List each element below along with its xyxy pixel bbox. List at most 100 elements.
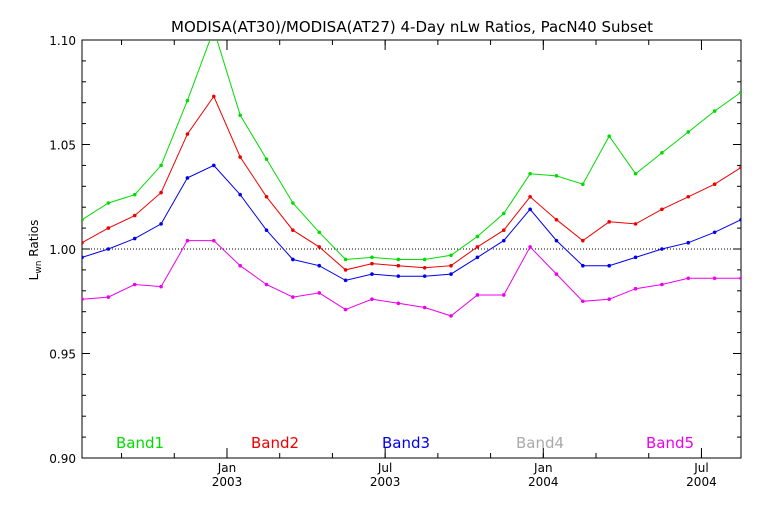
data-point — [581, 299, 585, 304]
legend-band2: Band2 — [251, 434, 299, 452]
data-point — [370, 297, 374, 301]
data-point — [449, 314, 453, 318]
data-point — [185, 238, 190, 243]
data-point — [396, 263, 401, 268]
series-lines — [82, 40, 741, 318]
data-point — [686, 240, 691, 245]
legend-band4: Band4 — [516, 434, 564, 452]
data-point — [82, 297, 84, 301]
data-point — [264, 194, 269, 199]
y-axis-label-main: L — [27, 273, 41, 280]
data-point — [185, 176, 190, 180]
y-tick-label: 0.90 — [49, 452, 76, 466]
data-point — [343, 268, 348, 272]
data-point — [317, 291, 322, 295]
y-axis-label-sub: wn — [34, 261, 44, 274]
data-point — [633, 222, 638, 226]
data-point — [554, 217, 559, 222]
data-point — [528, 207, 532, 212]
data-point — [528, 171, 532, 176]
data-point — [475, 293, 480, 297]
data-point — [712, 109, 717, 113]
data-point — [238, 155, 242, 159]
series-band2 — [82, 94, 741, 272]
data-point — [554, 174, 559, 178]
data-point — [501, 211, 506, 216]
data-point — [396, 274, 401, 278]
data-point — [185, 132, 190, 136]
legend: Band1 Band2 Band3 Band4 Band5 — [116, 434, 694, 452]
data-point — [686, 130, 691, 134]
data-point — [106, 226, 111, 230]
x-tick-month: Jul — [377, 461, 392, 475]
data-point — [317, 230, 322, 235]
data-point — [739, 165, 741, 170]
data-point — [660, 247, 664, 251]
data-point — [633, 286, 638, 291]
data-point — [422, 266, 427, 270]
data-point — [449, 253, 453, 258]
data-point — [343, 307, 348, 312]
y-axis-label: Lwn Ratios — [27, 220, 44, 281]
data-point — [607, 297, 611, 301]
data-point — [528, 245, 532, 249]
legend-band1: Band1 — [116, 434, 164, 452]
data-point — [739, 90, 741, 95]
data-point — [212, 238, 216, 243]
data-point — [291, 201, 295, 205]
data-point — [660, 282, 664, 287]
data-point — [607, 134, 611, 138]
data-point — [82, 255, 84, 260]
y-tick-label: 1.05 — [49, 139, 76, 153]
series-band5 — [82, 238, 741, 318]
data-point — [212, 163, 216, 168]
data-point — [501, 293, 506, 297]
data-point — [132, 213, 137, 218]
data-point — [528, 194, 532, 199]
data-point — [607, 263, 611, 268]
data-point — [581, 263, 585, 268]
data-point — [660, 207, 664, 212]
data-point — [449, 272, 453, 276]
legend-band5: Band5 — [646, 434, 694, 452]
data-point — [159, 284, 163, 289]
data-point — [660, 151, 664, 155]
data-point — [132, 192, 137, 197]
data-point — [739, 276, 741, 281]
data-point — [132, 236, 137, 241]
y-tick-label: 0.95 — [49, 348, 76, 362]
legend-band3: Band3 — [382, 434, 430, 452]
data-point — [343, 278, 348, 283]
data-point — [501, 228, 506, 232]
axes: 0.900.951.001.051.10Jan2003Jul2003Jan200… — [49, 34, 741, 489]
data-point — [106, 247, 111, 251]
data-point — [132, 282, 137, 287]
data-point — [291, 295, 295, 299]
series-line — [82, 164, 741, 281]
data-point — [159, 190, 163, 195]
data-point — [712, 230, 717, 235]
data-point — [343, 257, 348, 262]
x-tick-year: 2004 — [686, 475, 717, 489]
data-point — [422, 274, 427, 278]
data-point — [475, 234, 480, 239]
data-point — [581, 182, 585, 187]
data-point — [212, 94, 216, 99]
data-point — [501, 238, 506, 243]
data-point — [686, 194, 691, 199]
data-point — [106, 201, 111, 205]
data-point — [739, 217, 741, 222]
series-line — [82, 240, 741, 317]
data-point — [370, 261, 374, 266]
data-point — [264, 228, 269, 232]
data-point — [291, 228, 295, 232]
data-point — [370, 272, 374, 276]
data-point — [396, 301, 401, 306]
data-point — [633, 255, 638, 260]
chart-title: MODISA(AT30)/MODISA(AT27) 4-Day nLw Rati… — [171, 18, 653, 36]
data-point — [238, 113, 242, 118]
data-point — [475, 255, 480, 260]
data-point — [449, 263, 453, 268]
series-line — [82, 95, 741, 271]
